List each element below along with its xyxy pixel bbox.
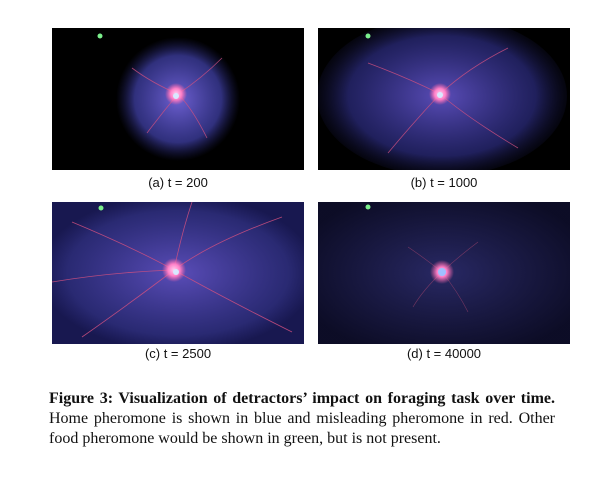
- food-marker-icon: [365, 204, 371, 210]
- panel-d-image: [318, 202, 570, 344]
- food-marker-icon: [97, 33, 103, 39]
- panel-c-caption: (c) t = 2500: [144, 346, 212, 361]
- panel-c-image: [52, 202, 304, 344]
- panel-b-caption: (b) t = 1000: [410, 175, 478, 190]
- panel-a-caption: (a) t = 200: [148, 175, 208, 190]
- figure-caption-text: Home pheromone is shown in blue and misl…: [49, 410, 555, 447]
- food-marker-icon: [98, 205, 104, 211]
- panel-d-caption: (d) t = 40000: [406, 346, 482, 361]
- figure-caption: Figure 3: Visualization of detractors’ i…: [49, 389, 555, 449]
- food-marker-icon: [365, 33, 371, 39]
- figure-caption-label: Figure 3: Visualization of detractors’ i…: [49, 390, 555, 407]
- panel-a-image: [52, 28, 304, 170]
- panel-b-image: [318, 28, 570, 170]
